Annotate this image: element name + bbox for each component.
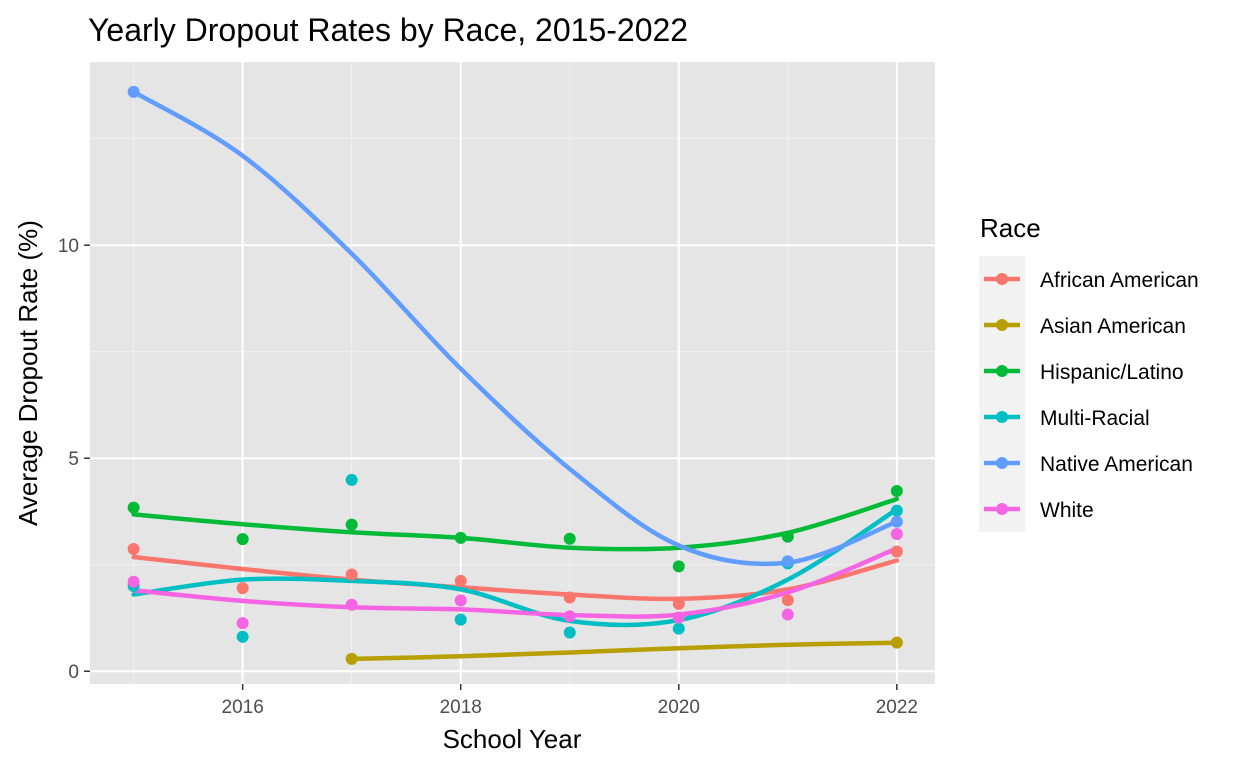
point-hispanic-latino	[345, 518, 358, 531]
legend-label: African American	[1040, 269, 1199, 292]
point-native-american	[781, 555, 794, 568]
legend-label: White	[1040, 499, 1094, 522]
point-multi-racial	[454, 613, 467, 626]
point-hispanic-latino	[127, 501, 140, 514]
legend-label: Hispanic/Latino	[1040, 361, 1184, 384]
trend-line-asian-american	[349, 640, 900, 662]
legend-key-background	[979, 256, 1025, 532]
legend-label: Asian American	[1040, 315, 1186, 338]
point-african-american	[672, 597, 685, 610]
y-tick-label: 10	[58, 236, 79, 257]
legend-key-point	[996, 411, 1008, 423]
point-african-american	[127, 542, 140, 555]
chart-title: Yearly Dropout Rates by Race, 2015-2022	[88, 12, 688, 48]
trend-line-white	[131, 546, 900, 619]
point-white	[345, 598, 358, 611]
point-multi-racial	[345, 473, 358, 486]
minor-gridlines	[90, 62, 935, 684]
legend-key-point	[996, 273, 1008, 285]
point-white	[890, 528, 903, 541]
y-tick-label: 5	[68, 449, 79, 470]
x-tick-label: 2018	[440, 697, 482, 718]
trend-lines	[131, 89, 900, 662]
point-multi-racial	[236, 630, 249, 643]
point-white	[454, 594, 467, 607]
point-african-american	[454, 574, 467, 587]
point-hispanic-latino	[454, 531, 467, 544]
point-hispanic-latino	[563, 532, 576, 545]
y-axis-title: Average Dropout Rate (%)	[13, 220, 43, 526]
legend-label: Native American	[1040, 453, 1193, 476]
legend-title: Race	[980, 213, 1041, 243]
point-multi-racial	[890, 504, 903, 517]
axes: 2016 2018 2020 2022 0 5 10	[58, 236, 918, 718]
point-white	[236, 617, 249, 630]
point-hispanic-latino	[672, 560, 685, 573]
point-hispanic-latino	[890, 485, 903, 498]
point-hispanic-latino	[781, 530, 794, 543]
trend-line-multi-racial	[131, 507, 900, 628]
point-african-american	[236, 582, 249, 595]
y-tick-label: 0	[68, 662, 79, 683]
trend-line-native-american	[131, 89, 900, 567]
point-native-american	[127, 85, 140, 98]
data-points	[127, 85, 903, 665]
point-white	[672, 611, 685, 624]
point-african-american	[563, 591, 576, 604]
point-asian-american	[890, 636, 903, 649]
point-african-american	[890, 545, 903, 558]
point-white	[781, 608, 794, 621]
point-white	[127, 575, 140, 588]
legend-key-point	[996, 457, 1008, 469]
trend-line-hispanic-latino	[131, 496, 900, 552]
x-tick-label: 2022	[876, 697, 918, 718]
point-multi-racial	[672, 622, 685, 635]
x-tick-label: 2020	[658, 697, 700, 718]
legend-key-point	[996, 365, 1008, 377]
x-axis-title: School Year	[443, 724, 582, 754]
point-white	[563, 610, 576, 623]
trend-line-african-american	[131, 554, 900, 602]
point-multi-racial	[563, 626, 576, 639]
point-african-american	[781, 594, 794, 607]
legend: Race African American Asian American Hispa…	[979, 213, 1199, 532]
major-gridlines	[90, 62, 935, 684]
legend-key-point	[996, 319, 1008, 331]
legend-key-point	[996, 503, 1008, 515]
point-asian-american	[345, 652, 358, 665]
point-african-american	[345, 568, 358, 581]
point-hispanic-latino	[236, 533, 249, 546]
legend-label: Multi-Racial	[1040, 407, 1150, 430]
x-tick-label: 2016	[222, 697, 264, 718]
point-native-american	[890, 515, 903, 528]
